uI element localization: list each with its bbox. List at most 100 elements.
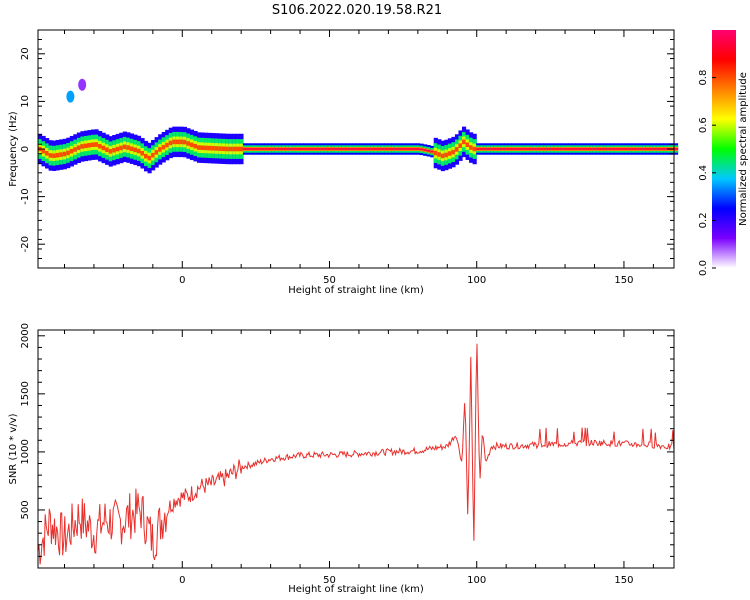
- heatmap-cell: [539, 148, 544, 150]
- heatmap-layer: [38, 78, 679, 174]
- bottom-y-tick-label: 2000: [20, 323, 31, 348]
- heatmap-cell: [483, 148, 488, 150]
- heatmap-cell: [642, 148, 647, 150]
- heatmap-cell: [98, 143, 103, 149]
- heatmap-cell: [225, 146, 230, 152]
- heatmap-cell: [553, 148, 558, 150]
- colorbar-tick-label: 0.4: [698, 165, 709, 181]
- top-axis-ticks: 0 50 100 150 -20 -10 0 10 20: [20, 29, 674, 286]
- heatmap-cell: [652, 148, 657, 150]
- snr-series-line: [37, 343, 675, 565]
- heatmap-cell: [299, 148, 304, 150]
- top-y-tick-label: -20: [20, 236, 31, 252]
- top-y-tick-label: -10: [20, 188, 31, 204]
- heatmap-cell: [52, 153, 57, 159]
- heatmap-cell: [239, 146, 244, 152]
- heatmap-cell: [377, 148, 382, 150]
- heatmap-cell: [606, 148, 611, 150]
- heatmap-cell: [546, 148, 551, 150]
- snr-panel: 0 50 100 150 500 1000 1500 2000 Height of strai…: [8, 323, 675, 595]
- heatmap-cell: [486, 148, 491, 150]
- heatmap-cell: [115, 146, 120, 152]
- heatmap-cell: [560, 148, 566, 150]
- heatmap-cell: [41, 148, 46, 154]
- heatmap-cell: [465, 142, 470, 148]
- heatmap-cell: [292, 148, 297, 150]
- heatmap-cell: [101, 145, 106, 151]
- heatmap-cell: [288, 148, 293, 150]
- heatmap-cell: [550, 148, 555, 150]
- bottom-y-axis-label: SNR (10 * v/v): [8, 413, 19, 484]
- heatmap-cell: [557, 148, 562, 150]
- heatmap-cell: [338, 148, 343, 150]
- heatmap-cell: [179, 139, 184, 145]
- heatmap-cell: [380, 148, 385, 150]
- heatmap-cell: [649, 148, 654, 150]
- heatmap-cell: [76, 145, 81, 151]
- heatmap-cell: [310, 148, 315, 150]
- top-x-tick-label: 50: [323, 275, 336, 286]
- heatmap-cell: [472, 146, 477, 152]
- heatmap-cell: [592, 148, 597, 150]
- heatmap-cell: [525, 148, 530, 150]
- heatmap-cell: [391, 148, 396, 150]
- heatmap-cell: [543, 148, 548, 150]
- heatmap-cell: [136, 148, 142, 154]
- heatmap-cell: [341, 148, 346, 150]
- heatmap-blob: [66, 90, 75, 103]
- heatmap-cell: [345, 148, 350, 150]
- heatmap-cell: [62, 151, 67, 157]
- heatmap-cell: [522, 148, 527, 150]
- heatmap-cell: [511, 148, 516, 150]
- heatmap-cell: [610, 148, 615, 150]
- heatmap-cell: [158, 147, 163, 152]
- heatmap-cell: [370, 148, 375, 150]
- heatmap-cell: [638, 148, 643, 150]
- heatmap-cell: [599, 148, 604, 150]
- heatmap-cell: [564, 148, 569, 150]
- colorbar-gradient: [712, 30, 736, 268]
- heatmap-blob: [78, 78, 87, 91]
- heatmap-cell: [419, 148, 424, 151]
- heatmap-cell: [352, 148, 357, 150]
- heatmap-cell: [536, 148, 541, 150]
- bottom-x-tick-label: 150: [614, 575, 633, 586]
- heatmap-cell: [674, 148, 679, 150]
- heatmap-cell: [45, 150, 50, 156]
- heatmap-cell: [515, 148, 520, 150]
- heatmap-cell: [235, 146, 240, 152]
- heatmap-cell: [504, 148, 509, 150]
- heatmap-cell: [582, 148, 587, 150]
- heatmap-cell: [267, 148, 272, 150]
- bottom-x-tick-label: 50: [323, 575, 336, 586]
- heatmap-cell: [571, 148, 576, 150]
- top-x-axis-label: Height of straight line (km): [288, 285, 424, 296]
- colorbar: 0.0 0.2 0.4 0.6 0.8 Normalized spectral ampl…: [698, 30, 749, 276]
- heatmap-cell: [250, 148, 255, 150]
- heatmap-cell: [69, 148, 74, 154]
- heatmap-cell: [232, 146, 237, 152]
- top-x-tick-label: 100: [467, 275, 486, 286]
- heatmap-cell: [493, 148, 498, 150]
- heatmap-cell: [476, 148, 481, 150]
- heatmap-cell: [281, 148, 286, 150]
- heatmap-cell: [66, 150, 71, 156]
- heatmap-cell: [454, 147, 460, 152]
- heatmap-cell: [133, 147, 138, 153]
- heatmap-cell: [140, 150, 145, 156]
- heatmap-cell: [500, 148, 505, 150]
- heatmap-cell: [186, 141, 191, 146]
- colorbar-tick-label: 0.0: [698, 260, 709, 276]
- bottom-x-tick-label: 100: [467, 575, 486, 586]
- heatmap-cell: [119, 145, 124, 151]
- heatmap-cell: [87, 143, 92, 148]
- heatmap-cell: [359, 148, 364, 150]
- top-y-tick-label: 20: [20, 47, 31, 60]
- snr-frame: [37, 329, 675, 569]
- heatmap-cell: [656, 148, 661, 150]
- heatmap-cell: [285, 148, 290, 150]
- heatmap-cell: [603, 148, 608, 150]
- heatmap-cell: [313, 148, 318, 150]
- heatmap-cell: [108, 149, 113, 154]
- heatmap-cell: [317, 148, 322, 150]
